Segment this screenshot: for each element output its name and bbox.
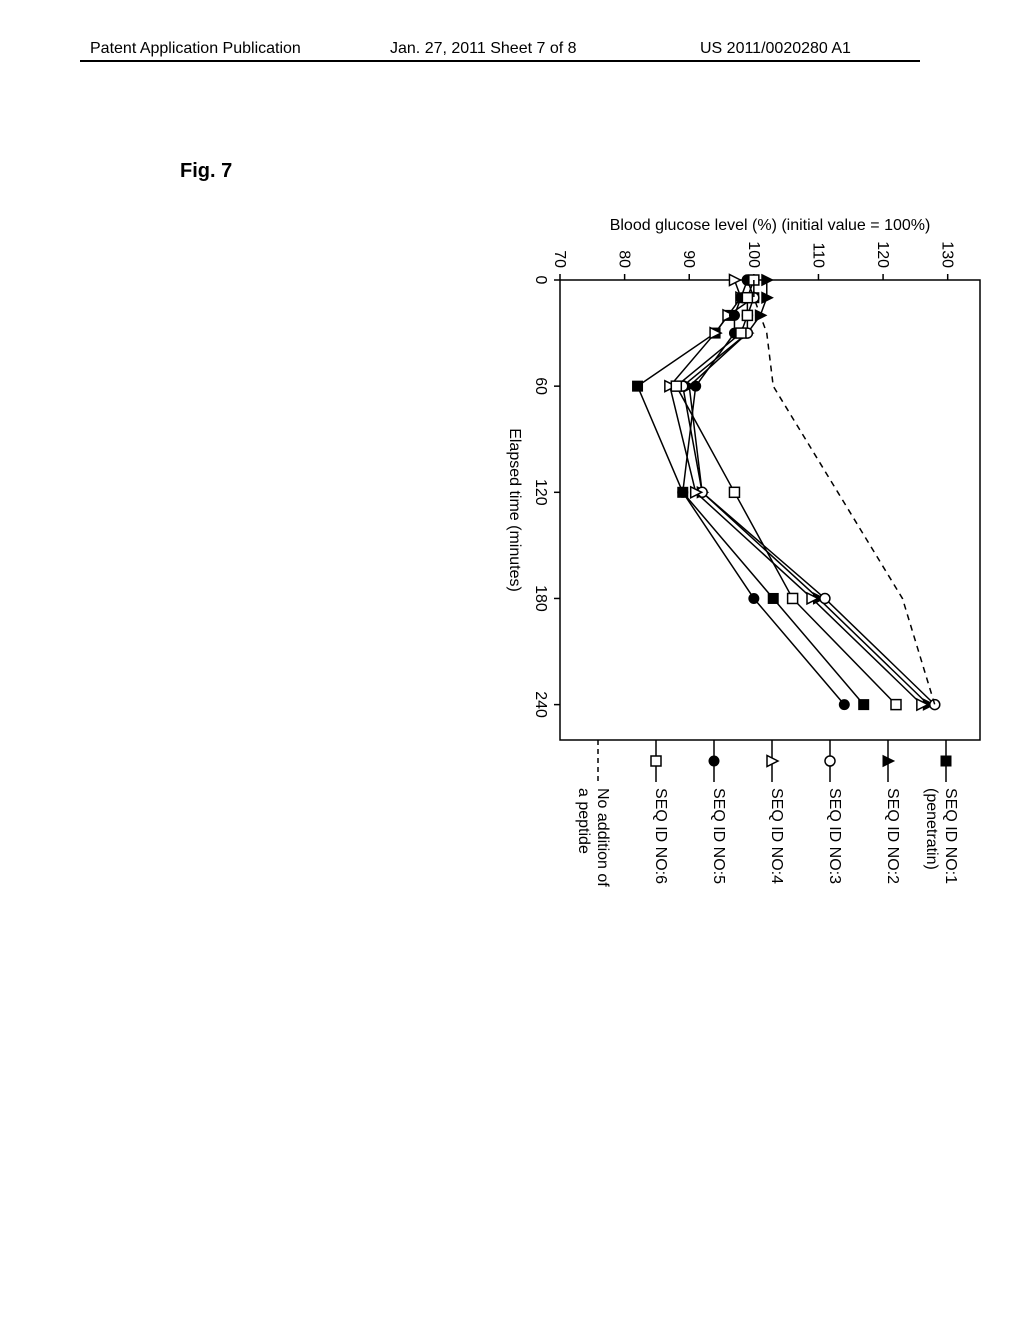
legend-item: SEQ ID NO:5 — [688, 740, 728, 887]
svg-text:120: 120 — [874, 241, 891, 268]
legend-label: SEQ ID NO:4 — [767, 788, 786, 884]
svg-text:110: 110 — [809, 242, 826, 268]
legend-item: SEQ ID NO:6 — [630, 740, 670, 887]
svg-text:Elapsed time (minutes): Elapsed time (minutes) — [506, 428, 523, 592]
legend-label: SEQ ID NO:6 — [651, 788, 670, 884]
legend-item: SEQ ID NO:4 — [746, 740, 786, 887]
svg-text:Blood glucose level (%) (initi: Blood glucose level (%) (initial value =… — [610, 217, 931, 234]
legend-item: SEQ ID NO:2 — [862, 740, 902, 887]
legend-label: SEQ ID NO:2 — [883, 788, 902, 884]
svg-text:100: 100 — [745, 241, 762, 268]
legend-item: No addition ofa peptide — [572, 740, 612, 887]
svg-text:90: 90 — [680, 250, 697, 268]
svg-text:240: 240 — [532, 691, 549, 718]
legend-item: SEQ ID NO:3 — [804, 740, 844, 887]
chart-legend: SEQ ID NO:1(penetratin) SEQ ID NO:2 SEQ ID… — [554, 740, 960, 887]
svg-text:0: 0 — [532, 276, 549, 285]
svg-text:180: 180 — [532, 585, 549, 612]
svg-text:60: 60 — [532, 377, 549, 395]
svg-text:80: 80 — [616, 250, 633, 268]
line-chart: 70 80 90 100 110 120 130 0 60 120 180 240 Elapsed ti… — [480, 200, 1000, 820]
figure-label: Fig. 7 — [180, 160, 232, 183]
svg-text:70: 70 — [551, 250, 568, 268]
rotated-figure-container: 70 80 90 100 110 120 130 0 60 120 180 240 Elapsed ti… — [100, 200, 1000, 980]
legend-label: SEQ ID NO:5 — [709, 788, 728, 884]
header-mid: Jan. 27, 2011 Sheet 7 of 8 — [390, 40, 577, 58]
header-left: Patent Application Publication — [90, 40, 301, 58]
legend-label: SEQ ID NO:1(penetratin) — [922, 788, 960, 884]
svg-text:120: 120 — [532, 479, 549, 506]
legend-label: No addition ofa peptide — [574, 788, 612, 887]
header-right: US 2011/0020280 A1 — [700, 40, 851, 58]
legend-item: SEQ ID NO:1(penetratin) — [920, 740, 960, 887]
legend-label: SEQ ID NO:3 — [825, 788, 844, 884]
svg-text:130: 130 — [939, 241, 956, 268]
header-rule — [80, 60, 920, 62]
